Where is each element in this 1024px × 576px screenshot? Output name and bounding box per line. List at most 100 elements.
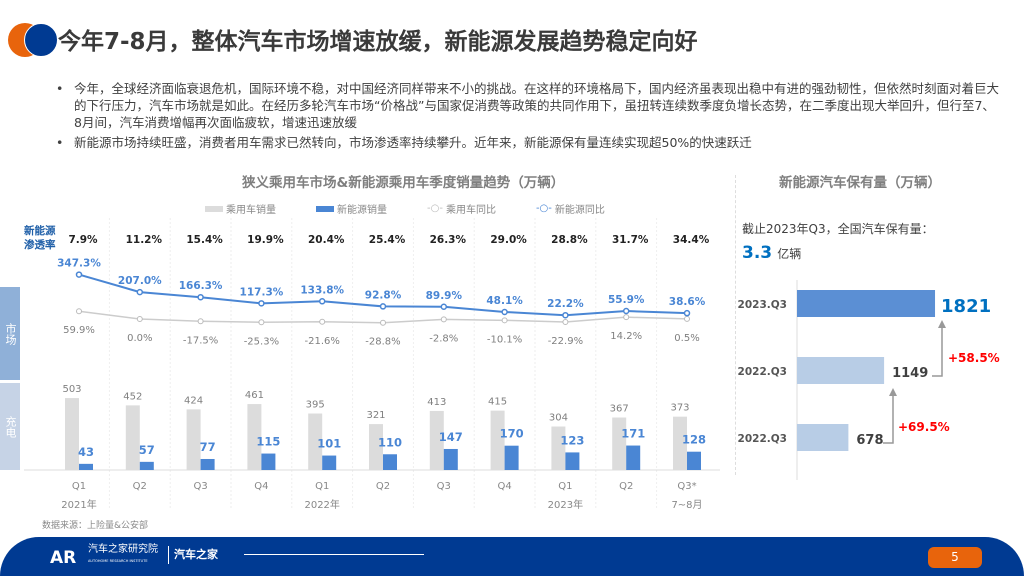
- nev-yoy-point: [258, 300, 265, 307]
- side-label-charge: 充电: [0, 383, 20, 470]
- divider: [735, 175, 736, 475]
- nev-sales-label: 123: [560, 433, 584, 447]
- pv-sales-bar: [247, 404, 262, 470]
- pv-sales-bar: [673, 416, 687, 470]
- nev-yoy-label: 22.2%: [547, 298, 584, 310]
- pv-yoy-label: -28.8%: [365, 337, 400, 348]
- nev-yoy-point: [75, 271, 83, 278]
- brand-name: 汽车之家研究院: [88, 544, 158, 555]
- arrow-head: [938, 320, 946, 328]
- x-tick-label: Q1: [315, 481, 329, 492]
- penetration-value: 26.3%: [430, 234, 467, 246]
- pv-sales-bar: [369, 424, 383, 470]
- nev-sales-label: 77: [200, 440, 216, 454]
- legend: 乘用车销量 新能源销量 -○- 乘用车同比 -○- 新能源同比: [205, 201, 605, 216]
- holding-bar: [797, 424, 849, 451]
- nev-sales-label: 43: [78, 445, 94, 459]
- nev-yoy-point: [562, 311, 569, 319]
- nev-sales-bar: [626, 445, 641, 470]
- pv-sales-label: 413: [427, 397, 446, 408]
- holding-value: 1149: [892, 366, 928, 381]
- holding-category: 2023.Q3: [738, 299, 787, 311]
- pv-yoy-label: 14.2%: [610, 331, 642, 342]
- penetration-value: 25.4%: [369, 234, 406, 246]
- pv-yoy-label: -22.9%: [548, 336, 583, 347]
- holding-value: 678: [856, 433, 883, 448]
- pv-yoy-label: -17.5%: [183, 335, 218, 346]
- penetration-value: 28.8%: [551, 234, 588, 246]
- nev-sales-label: 57: [139, 443, 155, 457]
- side-label-market: 市场: [0, 287, 20, 380]
- nev-sales-label: 170: [500, 427, 524, 441]
- penetration-value: 19.9%: [247, 234, 284, 246]
- nev-yoy-label: 89.9%: [426, 290, 463, 302]
- growth-label: +69.5%: [898, 420, 950, 434]
- nev-yoy-label: 166.3%: [179, 280, 223, 292]
- x-tick-label: Q4: [254, 481, 268, 492]
- holding-category: 2022.Q3: [738, 366, 787, 378]
- pv-sales-label: 367: [610, 404, 629, 415]
- x-tick-label: Q2: [619, 481, 633, 492]
- nev-yoy-point: [379, 303, 387, 310]
- ar-logo: AR: [50, 548, 77, 568]
- year-label: 2021年: [61, 498, 96, 511]
- nev-yoy-point: [136, 288, 144, 296]
- nev-yoy-label: 48.1%: [486, 295, 523, 307]
- pv-sales-bar: [308, 413, 323, 470]
- nev-sales-bar: [79, 463, 93, 470]
- penetration-value: 34.4%: [673, 234, 710, 246]
- pv-yoy-point: [76, 308, 82, 315]
- nev-yoy-label: 207.0%: [118, 275, 162, 287]
- x-tick-label: Q1: [72, 481, 86, 492]
- nev-sales-label: 147: [439, 430, 463, 444]
- pv-yoy-label: 0.5%: [674, 333, 699, 344]
- pv-sales-label: 461: [245, 390, 264, 401]
- legend-pv-sales: 乘用车销量: [205, 201, 276, 216]
- holding-value: 1821: [941, 296, 991, 317]
- holding-bar: [797, 290, 936, 317]
- pv-yoy-point: [258, 319, 265, 326]
- nev-sales-label: 128: [682, 433, 706, 447]
- nev-sales-label: 115: [256, 435, 280, 449]
- growth-label: +58.5%: [948, 351, 1000, 365]
- pv-yoy-point: [501, 317, 508, 324]
- pv-sales-bar: [65, 398, 79, 470]
- penetration-value: 11.2%: [126, 234, 163, 246]
- brand2: 汽车之家: [174, 548, 218, 561]
- nev-sales-bar: [565, 452, 580, 470]
- pv-sales-label: 304: [549, 413, 568, 424]
- nev-sales-label: 101: [317, 437, 341, 451]
- x-tick-label: Q3: [193, 481, 207, 492]
- logo-circles: [8, 23, 58, 57]
- legend-pv-yoy: -○- 乘用车同比: [427, 203, 496, 216]
- footer-bar: AR 汽车之家研究院 AUTOHOME RESEARCH INSTITUTE 汽…: [0, 537, 1024, 576]
- pv-sales-label: 395: [306, 400, 325, 411]
- pv-yoy-point: [197, 318, 204, 325]
- nev-sales-label: 110: [378, 435, 402, 449]
- pv-yoy-label: -2.8%: [429, 333, 458, 344]
- arrow-head: [889, 388, 897, 396]
- data-source: 数据来源：上险量&公安部: [42, 521, 149, 531]
- nev-yoy-label: 133.8%: [300, 284, 344, 296]
- pv-yoy-point: [380, 319, 386, 326]
- arrow-line: [244, 554, 424, 555]
- nev-yoy-point: [683, 309, 691, 317]
- nev-sales-bar: [261, 453, 276, 470]
- nev-sales-bar: [139, 461, 154, 470]
- x-tick-label: Q3*: [677, 481, 696, 492]
- penetration-value: 29.0%: [490, 234, 527, 246]
- pv-sales-label: 373: [670, 403, 689, 414]
- sales-trend-chart: 7.9% 503 43 Q1 2021年 11.2% 452 57 Q2 15.4% 424 77 Q3…: [24, 218, 720, 511]
- nev-yoy-point: [318, 298, 326, 305]
- bullet-2: 新能源市场持续旺盛，消费者用车需求已然转向，市场渗透率持续攀升。近年来，新能源保…: [56, 134, 1002, 151]
- holding-total: 3.3 亿辆: [742, 243, 802, 263]
- pv-yoy-point: [684, 315, 690, 322]
- pv-sales-label: 321: [366, 410, 385, 421]
- holding-chart-title: 新能源汽车保有量（万辆）: [779, 175, 941, 191]
- pv-sales-bar: [551, 426, 566, 470]
- pv-yoy-point: [562, 318, 569, 325]
- nev-sales-bar: [322, 455, 337, 470]
- pv-sales-bar: [125, 405, 140, 470]
- pv-yoy-label: 59.9%: [63, 325, 95, 336]
- nev-sales-bar: [383, 454, 397, 470]
